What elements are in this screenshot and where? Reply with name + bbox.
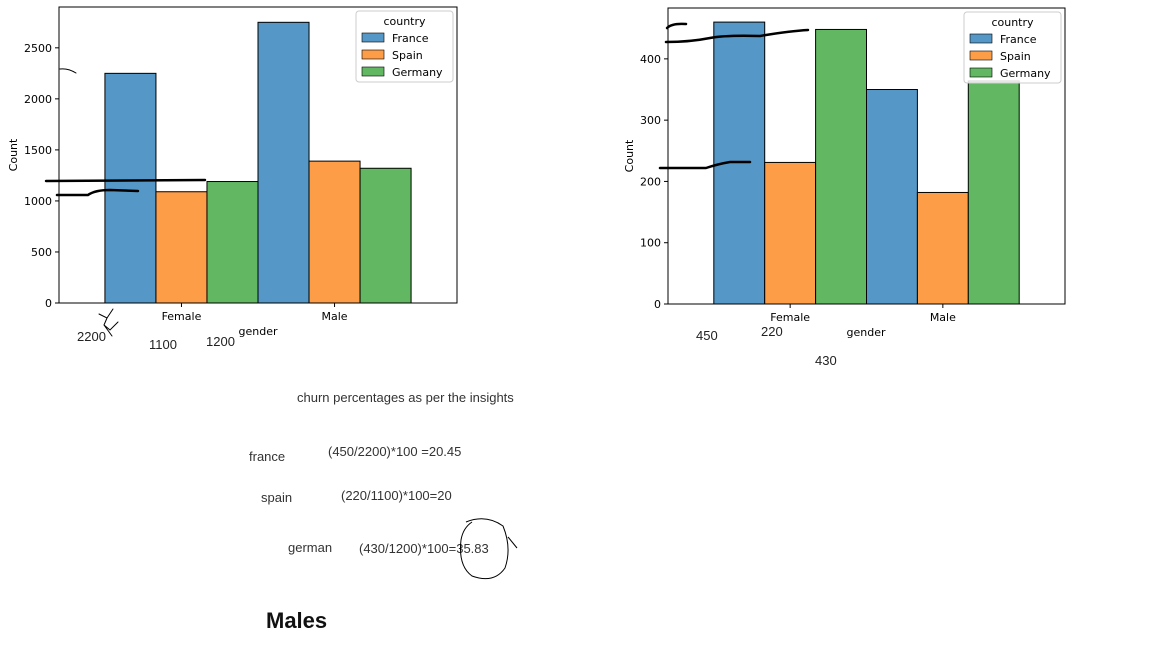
y-tick-label: 200 (640, 175, 661, 188)
legend-swatch-germany (361, 66, 385, 77)
annotation-france-total: 2200 (77, 329, 106, 344)
legend-label-france: France (392, 32, 429, 45)
plot-frame (667, 7, 1066, 305)
y-tick-label: 1000 (24, 195, 52, 208)
marker-scribbles (658, 22, 810, 170)
legend-label-germany: Germany (1000, 67, 1051, 80)
legend-box (963, 11, 1062, 84)
bar-spain-female (764, 161, 817, 305)
x-tick-label: Female (162, 310, 202, 323)
bar-france-male (257, 21, 310, 304)
annotation-germany-total: 1200 (206, 334, 235, 349)
legend-label-spain: Spain (1000, 50, 1031, 63)
row-label-spain: spain (261, 490, 293, 505)
y-tick-label: 500 (31, 246, 52, 259)
row-formula-france: (450/2200)*100 =20.45 (328, 444, 462, 459)
row-label-france: france (249, 449, 286, 464)
y-tick-label: 2000 (24, 93, 52, 106)
bar-germany-female (815, 28, 867, 305)
legend-label-germany: Germany (392, 66, 443, 79)
y-tick-label: 400 (640, 53, 661, 66)
legend-swatch-france (969, 33, 993, 44)
y-tick-label: 0 (45, 297, 52, 310)
x-tick-label: Male (930, 311, 956, 324)
churned-customers-chart: 0 100 200 300 400 Female Male Count gender co… (623, 7, 1066, 339)
plot-frame (58, 6, 458, 304)
x-tick-label: Female (770, 311, 810, 324)
legend: country France Spain Germany (963, 11, 1062, 84)
legend-swatch-spain (969, 50, 993, 61)
legend-box (355, 10, 454, 83)
bar-germany-male (967, 80, 1020, 305)
bar-germany-male (359, 167, 412, 304)
y-tick-label: 1500 (24, 144, 52, 157)
x-axis-label: gender (847, 326, 886, 339)
bar-france-male (866, 89, 918, 305)
legend-swatch-germany (969, 67, 993, 78)
row-label-german: german (288, 540, 333, 555)
notes-heading: churn percentages as per the insights (297, 390, 514, 405)
bar-france-female (104, 72, 157, 304)
annotation-spain-churn: 220 (761, 324, 783, 339)
legend-title: country (991, 16, 1034, 29)
bar-spain-male (308, 160, 361, 304)
y-tick-label: 0 (654, 298, 661, 311)
y-axis-label: Count (7, 138, 20, 171)
marker-scribbles (44, 68, 207, 337)
bar-germany-female (206, 181, 259, 304)
row-formula-spain: (220/1100)*100=20 (341, 488, 452, 503)
annotation-france-churn: 450 (696, 328, 718, 343)
y-tick-label: 300 (640, 114, 661, 127)
legend-swatch-spain (361, 49, 385, 60)
legend-title: country (383, 15, 426, 28)
annotation-spain-total: 1100 (149, 337, 177, 352)
legend: country France Spain Germany (355, 10, 454, 83)
x-tick-label: Male (322, 310, 348, 323)
total-customers-chart: 0 500 1000 1500 2000 2500 Female Male Count ge… (7, 6, 458, 338)
annotation-germany-churn: 430 (815, 353, 837, 368)
legend-swatch-france (361, 32, 385, 43)
bar-spain-male (916, 191, 969, 305)
x-axis-label: gender (239, 325, 278, 338)
notes-title: Males (266, 608, 328, 633)
y-axis-label: Count (623, 139, 636, 172)
legend-label-spain: Spain (392, 49, 423, 62)
y-tick-label: 2500 (24, 42, 52, 55)
y-tick-label: 100 (640, 237, 661, 250)
bar-spain-female (155, 191, 208, 304)
row-formula-german: (430/1200)*100=35.83 (359, 541, 489, 556)
legend-label-france: France (1000, 33, 1037, 46)
